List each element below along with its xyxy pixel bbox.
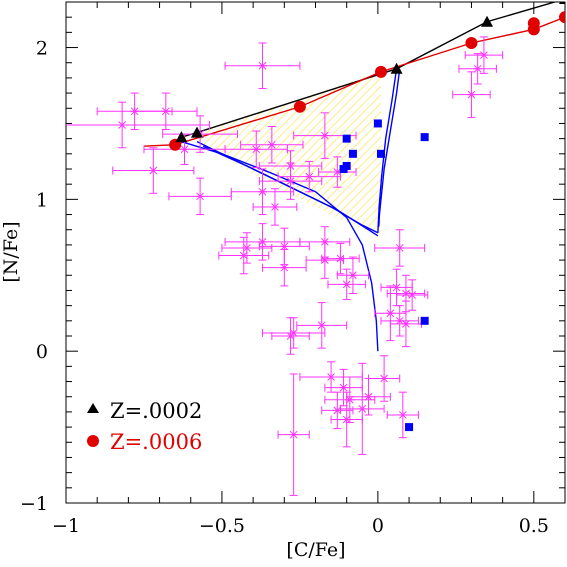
x-tick-label: 0: [372, 515, 384, 537]
y-tick-label: −1: [20, 493, 48, 515]
observed-point: [339, 362, 385, 455]
axis-ticks: −1 −0.5 0 0.5 −1 0 1 2: [20, 1, 566, 537]
observed-point: [386, 274, 426, 313]
observed-point: [336, 256, 370, 294]
blue-square-marker: [420, 133, 429, 142]
observed-point: [374, 285, 407, 342]
blue-square-marker: [420, 316, 429, 325]
black-triangle-marker: [390, 62, 403, 74]
observed-point: [368, 355, 401, 402]
blue-square-marker: [342, 134, 351, 143]
blue-square-marker: [373, 119, 382, 128]
observed-point: [252, 188, 298, 226]
blue-track-1: [181, 141, 379, 352]
observed-stars: [66, 36, 504, 496]
observed-point: [112, 147, 195, 194]
observed-point: [386, 391, 419, 439]
black-triangle-marker: [481, 15, 494, 27]
legend: Z=.0002 Z=.0006: [87, 399, 202, 454]
observed-point: [258, 150, 323, 182]
observed-point: [305, 241, 345, 279]
observed-point: [218, 236, 270, 275]
red-circle-marker: [374, 65, 387, 78]
observed-point: [296, 302, 348, 349]
model-markers: [169, 2, 565, 432]
observed-point: [327, 268, 366, 301]
observed-point: [396, 279, 429, 311]
legend-circle-marker: [87, 435, 99, 447]
x-tick-label: −0.5: [199, 515, 245, 537]
blue-square-marker: [348, 149, 357, 158]
blue-square-marker: [405, 423, 414, 432]
observed-point: [374, 229, 426, 267]
observed-point: [318, 156, 357, 188]
y-tick-label: 2: [36, 38, 48, 60]
observed-point: [134, 92, 198, 131]
y-axis-label: [N/Fe]: [0, 221, 22, 282]
observed-point: [452, 71, 491, 118]
hatched-region: [181, 71, 381, 238]
red-circle-marker: [293, 100, 306, 113]
x-tick-label: 0.5: [519, 515, 549, 537]
observed-point: [168, 177, 232, 216]
hatched-area: [181, 71, 381, 238]
observed-point: [464, 36, 504, 74]
observed-point: [271, 317, 310, 355]
y-tick-label: 1: [36, 189, 48, 211]
x-tick-label: −1: [52, 515, 80, 537]
red-circle-marker: [465, 36, 478, 49]
blue-track-3: [202, 145, 379, 237]
black-triangle-marker: [175, 131, 188, 143]
observed-point: [458, 53, 497, 85]
black-triangle-marker: [190, 126, 203, 138]
observed-point: [66, 101, 210, 149]
y-tick-label: 0: [36, 341, 48, 363]
x-axis-label: [C/Fe]: [286, 539, 345, 561]
red-circle-marker: [559, 11, 565, 24]
observed-point: [330, 391, 363, 448]
red-circle-marker: [527, 17, 540, 30]
legend-label-z0002: Z=.0002: [110, 399, 202, 423]
observed-point: [240, 125, 304, 164]
black-triangle-marker: [559, 2, 565, 4]
observed-point: [261, 248, 307, 287]
plot-frame: [65, 1, 566, 504]
observed-point: [224, 42, 301, 90]
legend-triangle-marker: [87, 403, 99, 413]
observed-point: [277, 160, 341, 193]
observed-point: [277, 373, 310, 496]
observed-point: [380, 305, 419, 337]
blue-square-marker: [376, 149, 385, 158]
blue-square-marker: [342, 161, 351, 170]
legend-label-z0006: Z=.0006: [110, 430, 202, 454]
